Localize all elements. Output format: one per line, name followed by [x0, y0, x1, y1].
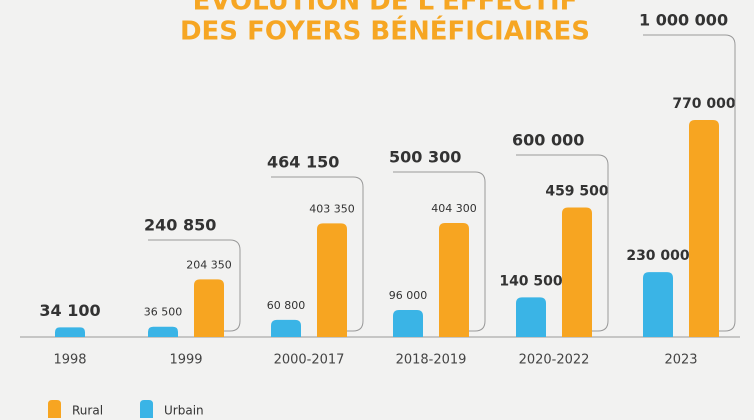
value-label: 404 300 [431, 202, 477, 215]
value-label: 36 500 [144, 306, 183, 319]
bar [393, 309, 423, 337]
value-label: 204 350 [186, 258, 232, 271]
legend-label: Urbain [164, 404, 204, 418]
total-label: 464 150 [267, 153, 339, 172]
bar [317, 223, 347, 337]
bar [271, 319, 301, 337]
total-label: 240 850 [144, 216, 216, 235]
bar [516, 297, 546, 337]
legend-label: Rural [72, 404, 103, 418]
x-tick-label: 2018-2019 [396, 353, 467, 368]
value-label: 403 350 [309, 202, 355, 215]
total-label: 500 300 [389, 148, 461, 167]
value-label: 34 100 [39, 301, 100, 320]
bar [562, 207, 592, 337]
legend-swatch [140, 400, 153, 418]
x-tick-label: 1998 [53, 353, 86, 368]
value-label: 230 000 [626, 248, 690, 264]
x-tick-label: 2000-2017 [274, 353, 345, 368]
total-bracket [516, 154, 609, 332]
value-label: 96 000 [389, 289, 428, 302]
value-label: 140 500 [499, 273, 563, 289]
total-bracket [393, 171, 486, 332]
value-label: 459 500 [545, 184, 609, 200]
total-bracket [271, 176, 364, 332]
bar [643, 272, 673, 337]
x-tick-label: 2023 [664, 353, 697, 368]
bar [148, 326, 178, 337]
chart-subtitle: DES FOYERS BÉNÉFICIAIRES [180, 15, 590, 47]
bar [55, 327, 85, 337]
total-bracket [148, 239, 241, 332]
chart-title: ÉVOLUTION DE L'EFFECTIF [193, 0, 578, 17]
legend-swatch [48, 400, 61, 418]
value-label: 60 800 [267, 299, 306, 312]
x-tick-label: 2020-2022 [519, 353, 590, 368]
bar [689, 120, 719, 337]
total-bracket [643, 34, 736, 332]
x-tick-label: 1999 [169, 353, 202, 368]
bar [194, 279, 224, 337]
value-label: 770 000 [672, 96, 736, 112]
bar [439, 223, 469, 337]
total-label: 600 000 [512, 131, 584, 150]
total-label: 1 000 000 [639, 11, 728, 30]
